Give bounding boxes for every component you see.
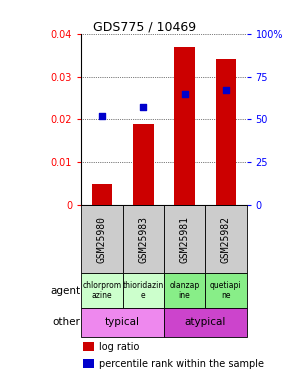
Bar — [133, 124, 153, 205]
Bar — [81, 205, 123, 273]
Point — [99, 113, 104, 119]
Text: quetiapi
ne: quetiapi ne — [210, 281, 242, 300]
Text: percentile rank within the sample: percentile rank within the sample — [99, 359, 264, 369]
Bar — [215, 59, 236, 205]
Bar — [164, 205, 205, 273]
Text: atypical: atypical — [184, 317, 226, 327]
Bar — [164, 308, 246, 337]
Text: log ratio: log ratio — [99, 342, 140, 352]
Point — [141, 104, 146, 110]
Bar — [83, 359, 95, 368]
Bar — [122, 205, 164, 273]
Text: olanzap
ine: olanzap ine — [169, 281, 200, 300]
Text: GSM25980: GSM25980 — [97, 216, 107, 262]
Text: GDS775 / 10469: GDS775 / 10469 — [93, 21, 197, 34]
Text: thioridazin
e: thioridazin e — [123, 281, 164, 300]
Bar — [83, 342, 95, 351]
Bar — [92, 183, 112, 205]
Point — [182, 91, 187, 97]
Bar — [205, 273, 246, 308]
Text: GSM25982: GSM25982 — [221, 216, 231, 262]
Point — [224, 87, 228, 93]
Text: agent: agent — [50, 285, 80, 296]
Text: other: other — [52, 317, 80, 327]
Text: typical: typical — [105, 317, 140, 327]
Bar — [205, 205, 246, 273]
Text: GSM25981: GSM25981 — [180, 216, 189, 262]
Bar — [81, 308, 164, 337]
Bar — [174, 46, 195, 205]
Bar — [164, 273, 205, 308]
Text: GSM25983: GSM25983 — [138, 216, 148, 262]
Bar — [122, 273, 164, 308]
Bar — [81, 273, 123, 308]
Text: chlorprom
azine: chlorprom azine — [82, 281, 122, 300]
